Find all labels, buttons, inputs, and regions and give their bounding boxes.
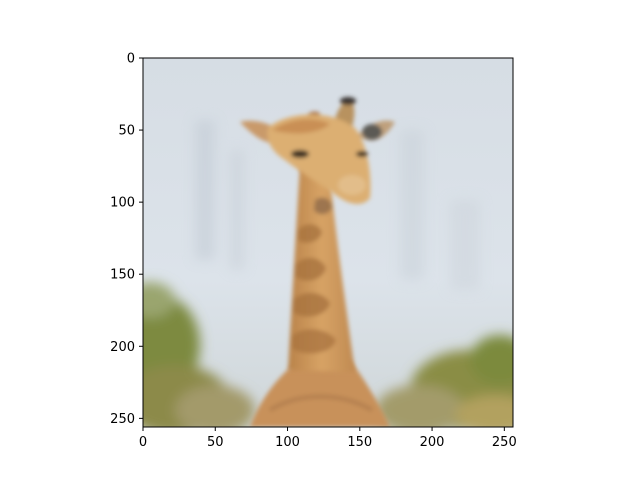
x-axis: 0 50 100 150 200 250 — [139, 427, 517, 450]
giraffe-image — [143, 58, 513, 427]
x-tick-label: 200 — [420, 435, 445, 450]
x-tick-label: 250 — [492, 435, 517, 450]
y-tick-label: 50 — [118, 124, 135, 139]
y-tick-label: 250 — [110, 412, 135, 427]
y-tick-label: 100 — [110, 196, 135, 211]
y-tick-label: 0 — [127, 52, 135, 67]
x-tick-label: 0 — [139, 435, 147, 450]
y-tick-label: 200 — [110, 340, 135, 355]
x-tick-label: 100 — [275, 435, 300, 450]
axes-frame — [142, 57, 514, 428]
x-tick-label: 150 — [347, 435, 372, 450]
y-axis: 0 50 100 150 200 250 — [110, 52, 143, 427]
y-tick-label: 150 — [110, 268, 135, 283]
x-tick-label: 50 — [207, 435, 224, 450]
